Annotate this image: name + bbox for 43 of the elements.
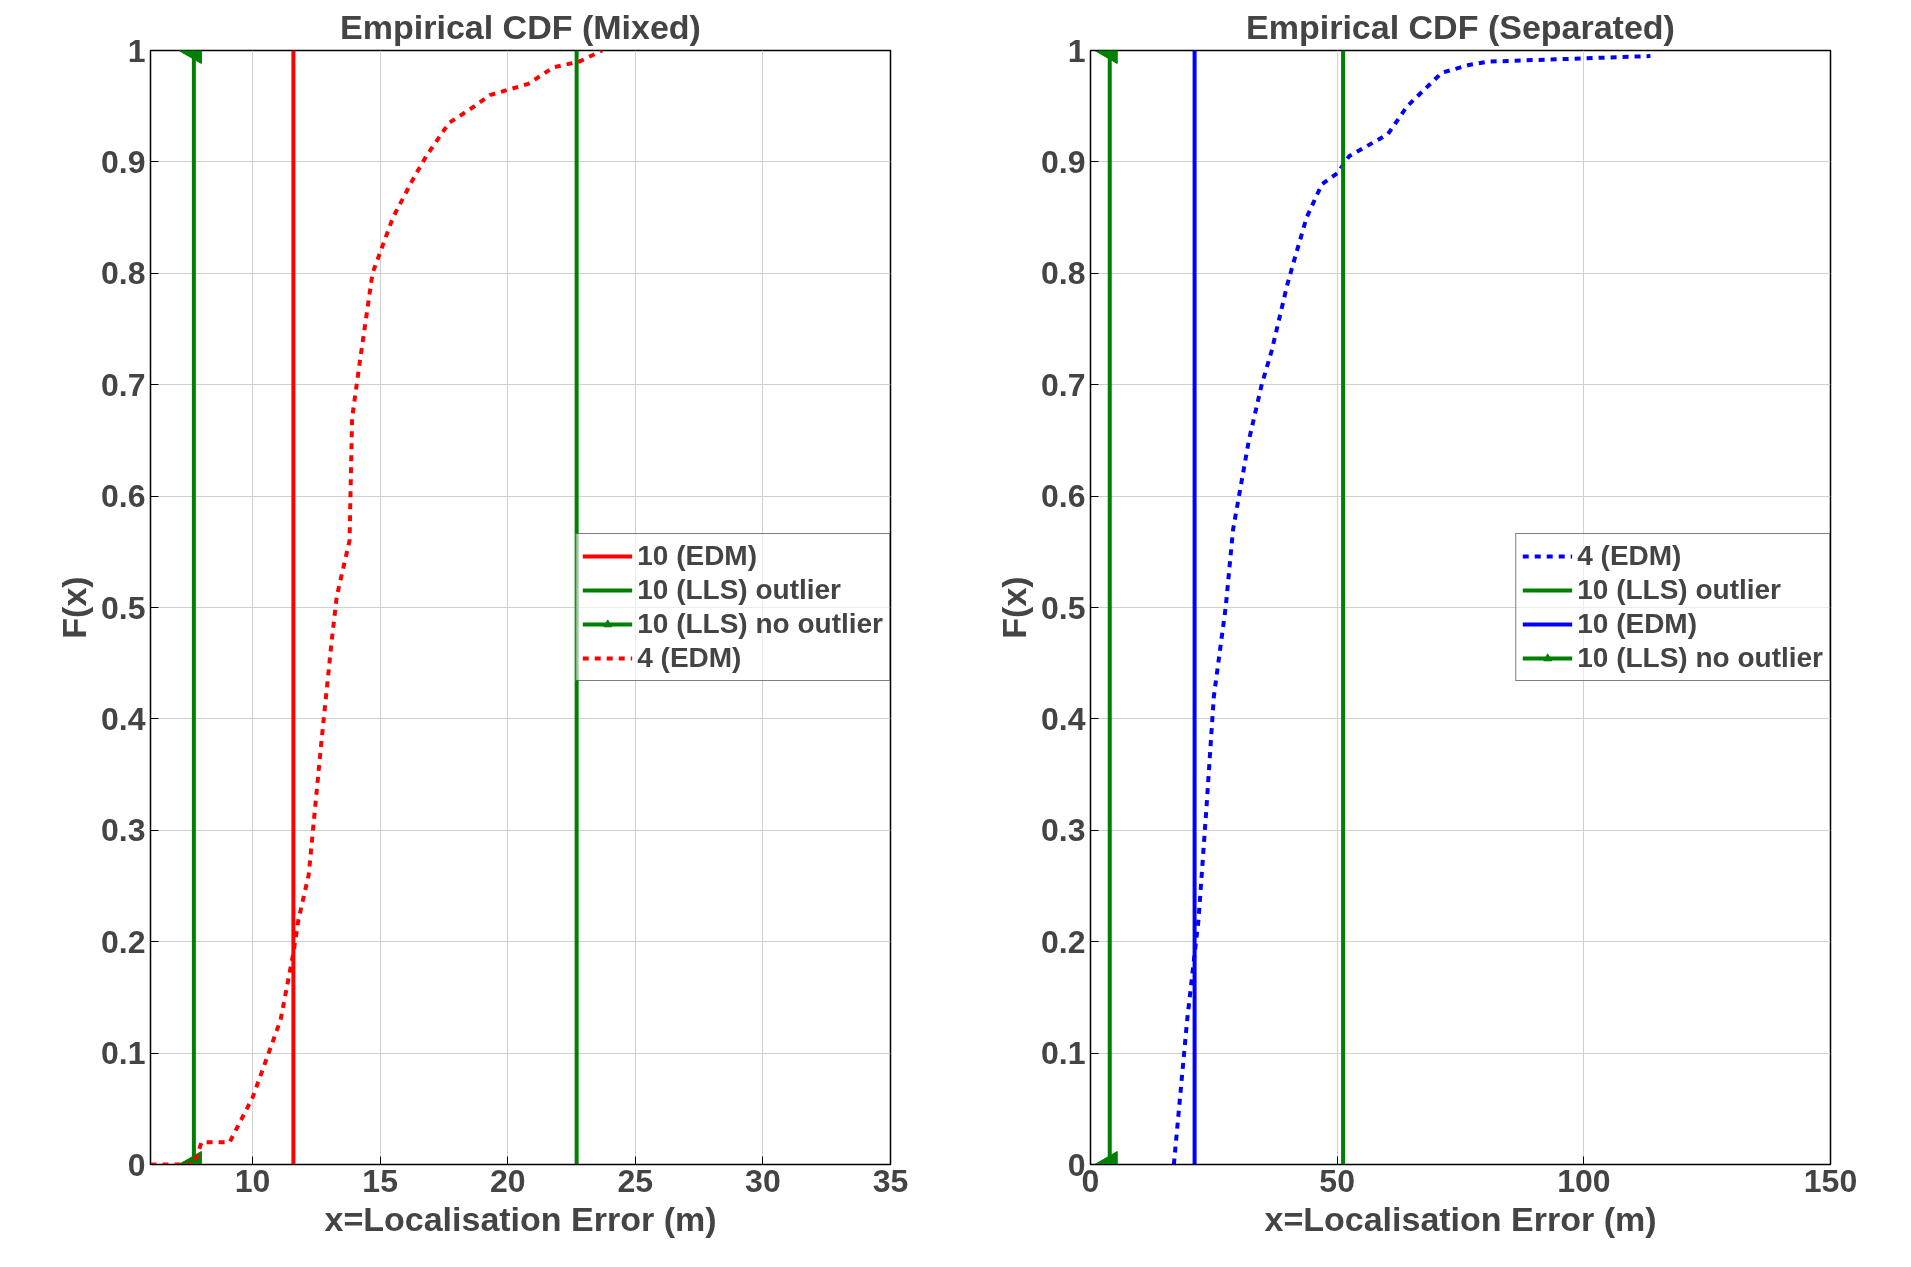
legend-label: 10 (LLS) no outlier bbox=[637, 608, 883, 640]
legend-label: 10 (EDM) bbox=[637, 540, 758, 572]
x-axis-title: x=Localisation Error (m) bbox=[1264, 1199, 1657, 1238]
y-tick-label: 0.8 bbox=[101, 255, 146, 292]
y-tick-label: 0.3 bbox=[101, 812, 146, 849]
y-axis-title: F(x) bbox=[55, 576, 94, 639]
y-tick-label: 0.9 bbox=[101, 143, 146, 180]
y-tick-label: 0.2 bbox=[101, 923, 146, 960]
y-tick-label: 0.4 bbox=[101, 700, 146, 737]
y-tick-label: 0.1 bbox=[1041, 1035, 1086, 1072]
x-tick-label: 25 bbox=[617, 1162, 654, 1199]
y-tick-label: 0.4 bbox=[1041, 700, 1086, 737]
y-tick-label: 0.7 bbox=[101, 366, 146, 403]
legend-label: 10 (LLS) no outlier bbox=[1577, 642, 1823, 674]
x-tick-label: 100 bbox=[1557, 1162, 1611, 1199]
x-tick-label: 150 bbox=[1803, 1162, 1858, 1199]
y-axis-title: F(x) bbox=[995, 576, 1034, 639]
y-tick-label: 0.3 bbox=[1041, 812, 1086, 849]
y-tick-label: 0.1 bbox=[101, 1035, 146, 1072]
legend-label: 10 (LLS) outlier bbox=[637, 574, 842, 606]
x-tick-label: 30 bbox=[745, 1162, 781, 1199]
y-tick-label: 0.2 bbox=[1041, 923, 1086, 960]
y-tick-label: 0.6 bbox=[101, 478, 146, 515]
y-tick-label: 0.5 bbox=[1041, 589, 1086, 626]
y-tick-label: 0.6 bbox=[1041, 478, 1086, 515]
x-tick-label: 35 bbox=[872, 1162, 909, 1199]
x-tick-label: 10 bbox=[234, 1162, 271, 1199]
legend-label: 10 (LLS) outlier bbox=[1577, 574, 1782, 606]
y-tick-label: 0.7 bbox=[1041, 366, 1086, 403]
x-tick-label: 50 bbox=[1319, 1162, 1355, 1199]
y-tick-label: 1 bbox=[127, 32, 146, 69]
legend-label: 10 (EDM) bbox=[1577, 608, 1698, 640]
chart-title: Empirical CDF (Separated) bbox=[1246, 7, 1675, 46]
chart-title: Empirical CDF (Mixed) bbox=[340, 7, 701, 46]
x-tick-label: 15 bbox=[362, 1162, 398, 1199]
legend-label: 4 (EDM) bbox=[637, 642, 742, 674]
y-tick-label: 0.8 bbox=[1041, 255, 1086, 292]
y-tick-label: 0.5 bbox=[101, 589, 146, 626]
legend-label: 4 (EDM) bbox=[1577, 540, 1682, 572]
x-axis-title: x=Localisation Error (m) bbox=[324, 1199, 717, 1238]
y-tick-label: 1 bbox=[1067, 32, 1086, 69]
x-tick-label: 20 bbox=[489, 1162, 526, 1199]
y-tick-label: 0.9 bbox=[1041, 143, 1086, 180]
